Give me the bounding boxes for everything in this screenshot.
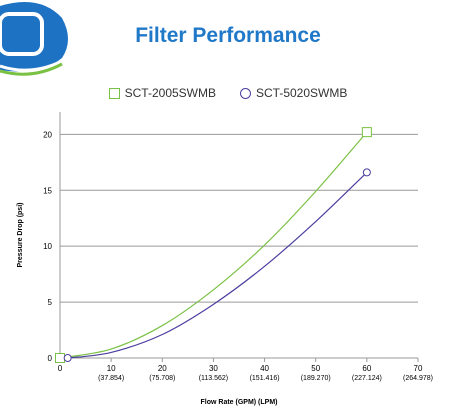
x-tick-label: 70	[414, 364, 423, 373]
series-line-b	[67, 171, 368, 359]
x-tick-sublabel: (37.854)	[98, 375, 124, 382]
x-tick-sublabel: (151.416)	[250, 375, 280, 382]
y-tick-label: 20	[43, 130, 52, 139]
legend-item-series-a: SCT-2005SWMB	[108, 86, 216, 100]
page-title: Filter Performance	[135, 24, 321, 47]
x-tick-label: 60	[362, 364, 371, 373]
x-tick-label: 50	[311, 364, 320, 373]
y-axis-title: Pressure Drop (psi)	[17, 203, 24, 268]
data-point-square	[55, 353, 65, 363]
series-line-a	[59, 131, 368, 359]
x-tick-label: 40	[260, 364, 269, 373]
x-tick-label: 20	[158, 364, 167, 373]
chart-legend: SCT-2005SWMB SCT-5020SWMB	[0, 86, 456, 100]
x-tick-sublabel: (264.978)	[403, 375, 433, 382]
x-tick-sublabel: (75.708)	[149, 375, 175, 382]
data-point-square	[361, 127, 372, 138]
y-tick-label: 5	[48, 298, 53, 307]
data-point-circle	[362, 168, 371, 177]
x-tick-sublabel: (227.124)	[352, 375, 382, 382]
brand-logo-icon	[0, 2, 68, 76]
data-point-circle	[63, 354, 72, 362]
x-tick-label: 10	[107, 364, 116, 373]
x-tick-label: 30	[209, 364, 218, 373]
x-axis-title: Flow Rate (GPM) (LPM)	[201, 399, 278, 406]
legend-item-series-b: SCT-5020SWMB	[240, 86, 347, 100]
x-tick-sublabel: (189.270)	[301, 375, 331, 382]
x-tick-label: 0	[58, 364, 63, 373]
y-tick-label: 15	[43, 186, 52, 195]
circle-marker-icon	[240, 87, 251, 99]
y-tick-label: 10	[43, 242, 52, 251]
square-marker-icon	[108, 87, 120, 99]
legend-label-series-b: SCT-5020SWMB	[256, 86, 348, 100]
legend-label-series-a: SCT-2005SWMB	[124, 86, 216, 100]
x-tick-sublabel: (113.562)	[199, 375, 228, 382]
y-tick-label: 0	[48, 354, 53, 363]
